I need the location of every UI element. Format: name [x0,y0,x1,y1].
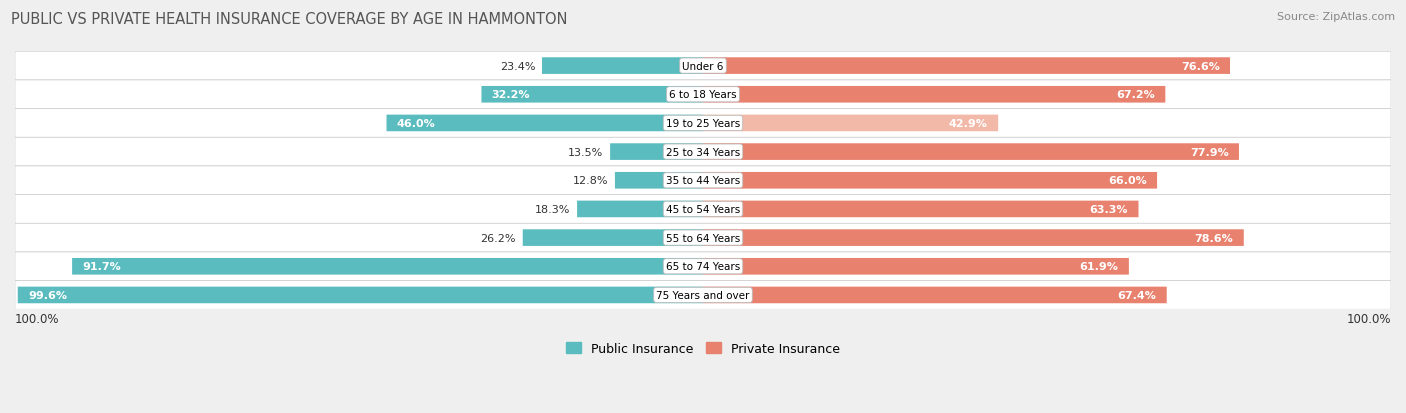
FancyBboxPatch shape [703,58,1230,75]
FancyBboxPatch shape [15,138,1391,166]
Text: 61.9%: 61.9% [1080,262,1119,272]
Text: 100.0%: 100.0% [15,312,59,325]
Text: 100.0%: 100.0% [1347,312,1391,325]
FancyBboxPatch shape [703,87,1166,103]
Text: 35 to 44 Years: 35 to 44 Years [666,176,740,186]
Text: 65 to 74 Years: 65 to 74 Years [666,262,740,272]
Text: 19 to 25 Years: 19 to 25 Years [666,119,740,128]
Text: 23.4%: 23.4% [499,62,536,71]
FancyBboxPatch shape [18,287,703,304]
FancyBboxPatch shape [387,115,703,132]
FancyBboxPatch shape [523,230,703,246]
Text: 67.4%: 67.4% [1118,290,1156,300]
Text: 25 to 34 Years: 25 to 34 Years [666,147,740,157]
Text: 26.2%: 26.2% [481,233,516,243]
FancyBboxPatch shape [703,259,1129,275]
Text: 78.6%: 78.6% [1195,233,1233,243]
FancyBboxPatch shape [610,144,703,161]
Text: 13.5%: 13.5% [568,147,603,157]
FancyBboxPatch shape [614,173,703,189]
Text: 99.6%: 99.6% [28,290,67,300]
Text: 63.3%: 63.3% [1090,204,1128,214]
Legend: Public Insurance, Private Insurance: Public Insurance, Private Insurance [561,337,845,360]
FancyBboxPatch shape [481,87,703,103]
Text: 46.0%: 46.0% [396,119,436,128]
FancyBboxPatch shape [703,230,1244,246]
FancyBboxPatch shape [15,52,1391,81]
FancyBboxPatch shape [576,201,703,218]
FancyBboxPatch shape [703,173,1157,189]
Text: 67.2%: 67.2% [1116,90,1154,100]
Text: 18.3%: 18.3% [534,204,571,214]
FancyBboxPatch shape [15,81,1391,109]
FancyBboxPatch shape [541,58,703,75]
Text: 12.8%: 12.8% [572,176,607,186]
Text: 55 to 64 Years: 55 to 64 Years [666,233,740,243]
FancyBboxPatch shape [15,166,1391,195]
Text: 77.9%: 77.9% [1189,147,1229,157]
FancyBboxPatch shape [703,115,998,132]
Text: 45 to 54 Years: 45 to 54 Years [666,204,740,214]
Text: Under 6: Under 6 [682,62,724,71]
FancyBboxPatch shape [15,281,1391,309]
Text: 76.6%: 76.6% [1181,62,1219,71]
Text: PUBLIC VS PRIVATE HEALTH INSURANCE COVERAGE BY AGE IN HAMMONTON: PUBLIC VS PRIVATE HEALTH INSURANCE COVER… [11,12,568,27]
FancyBboxPatch shape [703,144,1239,161]
FancyBboxPatch shape [15,195,1391,224]
FancyBboxPatch shape [15,109,1391,138]
FancyBboxPatch shape [15,252,1391,281]
FancyBboxPatch shape [72,259,703,275]
FancyBboxPatch shape [703,287,1167,304]
Text: 75 Years and over: 75 Years and over [657,290,749,300]
Text: 6 to 18 Years: 6 to 18 Years [669,90,737,100]
FancyBboxPatch shape [703,201,1139,218]
Text: 42.9%: 42.9% [949,119,988,128]
Text: 91.7%: 91.7% [83,262,121,272]
FancyBboxPatch shape [15,224,1391,252]
Text: 66.0%: 66.0% [1108,176,1147,186]
Text: 32.2%: 32.2% [492,90,530,100]
Text: Source: ZipAtlas.com: Source: ZipAtlas.com [1277,12,1395,22]
